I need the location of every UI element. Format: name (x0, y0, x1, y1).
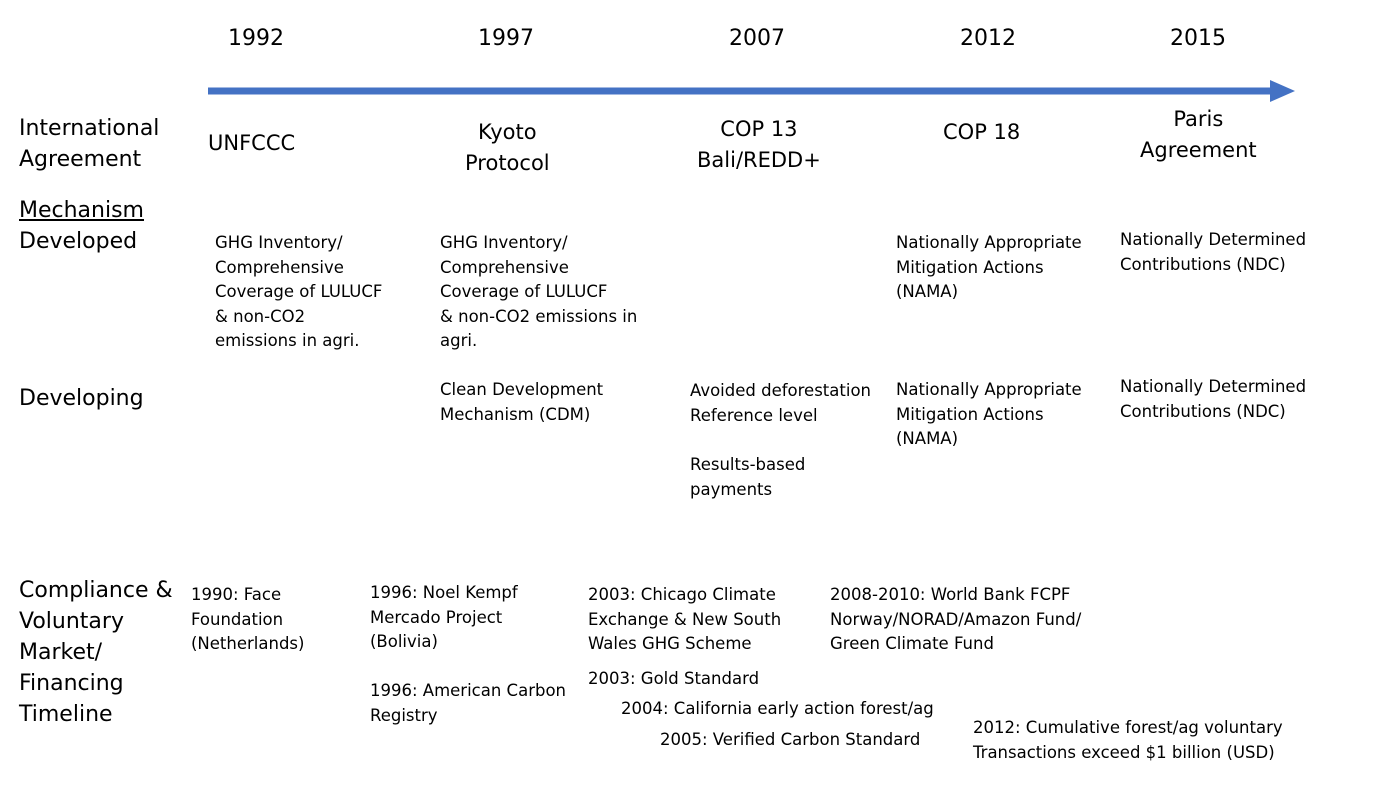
developing-mechanism: Results-based payments (690, 455, 806, 499)
row-label-developing: Developing (19, 386, 144, 411)
developing-mechanism: Avoided deforestation Reference level (690, 381, 871, 425)
developing-mechanism: Nationally Determined Contributions (NDC… (1120, 377, 1307, 421)
financing-event: 2004: California early action forest/ag (621, 699, 934, 718)
developed-mechanism: GHG Inventory/ Comprehensive Coverage of… (215, 233, 383, 350)
developed-mechanism: Nationally Determined Contributions (NDC… (1120, 230, 1307, 274)
agreement-cop13: COP 13 Bali/REDD+ (697, 117, 821, 172)
developed-mechanism: GHG Inventory/ Comprehensive Coverage of… (440, 233, 638, 350)
agreement-kyoto: Kyoto Protocol (465, 120, 550, 175)
row-label-compliance-financing: Compliance & Voluntary Market/ Financing… (19, 578, 173, 727)
financing-event: 2012: Cumulative forest/ag voluntary Tra… (973, 718, 1283, 762)
row-label-developed: Developed (19, 229, 138, 254)
financing-event: 2003: Gold Standard (588, 669, 760, 688)
developed-mechanism: Nationally Appropriate Mitigation Action… (896, 233, 1082, 301)
agreement-unfccc: UNFCCC (208, 131, 296, 155)
financing-event: 2005: Verified Carbon Standard (660, 730, 921, 749)
financing-event: 1996: Noel Kempf Mercado Project (Bolivi… (370, 583, 518, 651)
year-label: 2007 (729, 26, 785, 51)
financing-event: 1990: Face Foundation (Netherlands) (191, 585, 305, 653)
year-label: 2015 (1170, 26, 1226, 51)
row-label-international-agreement: International Agreement (19, 116, 160, 172)
year-label: 1992 (228, 26, 284, 51)
agreement-cop18: COP 18 (943, 120, 1021, 144)
financing-event: 2008-2010: World Bank FCPF Norway/NORAD/… (830, 585, 1082, 653)
row-label-mechanism: Mechanism (19, 198, 144, 223)
timeline-arrow-head (1270, 80, 1295, 102)
year-label: 1997 (478, 26, 534, 51)
developing-mechanism: Nationally Appropriate Mitigation Action… (896, 380, 1082, 448)
financing-event: 1996: American Carbon Registry (370, 681, 567, 725)
developing-mechanism: Clean Development Mechanism (CDM) (440, 380, 604, 424)
year-label: 2012 (960, 26, 1016, 51)
agreement-paris: Paris Agreement (1140, 107, 1257, 162)
financing-event: 2003: Chicago Climate Exchange & New Sou… (588, 585, 782, 653)
